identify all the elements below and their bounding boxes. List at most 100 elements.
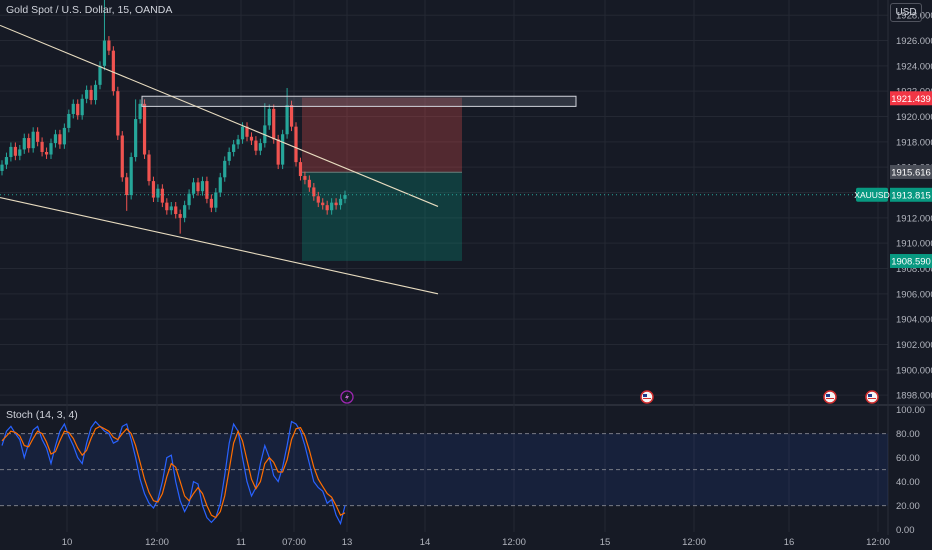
candle-body [281, 134, 285, 165]
price-tick-label: 1910.000 [896, 239, 932, 250]
candle-body [321, 202, 325, 206]
time-tick-label: 16 [784, 537, 795, 548]
candle-body [151, 181, 156, 198]
candle-body [58, 134, 62, 145]
time-tick-label: 11 [236, 537, 246, 548]
time-tick-label: 14 [420, 537, 431, 548]
price-tick-label: 1912.000 [896, 213, 932, 224]
flag-canton [643, 394, 647, 397]
candle-body [76, 103, 80, 116]
candle-body [303, 176, 307, 180]
candle-body [316, 196, 320, 203]
price-axis[interactable]: 1928.0001926.0001924.0001922.0001920.000… [854, 11, 932, 402]
candle-body [240, 126, 245, 140]
candle-body [71, 103, 75, 114]
candle-body [285, 105, 289, 135]
candle-body [338, 198, 343, 206]
stoch-d-line [1, 425, 346, 519]
price-tick-label: 1928.000 [896, 11, 932, 22]
price-tick-label: 1918.000 [896, 137, 932, 148]
candle-body [289, 105, 294, 127]
candle-body [214, 192, 218, 208]
price-tick-label: 1898.000 [896, 391, 932, 402]
candle-body [36, 131, 40, 142]
symbol-tag-label: XAUUSD [854, 190, 889, 200]
candle-body [267, 108, 271, 126]
candle-body [169, 206, 173, 211]
indicator-title[interactable]: Stoch (14, 3, 4) [6, 409, 78, 421]
time-axis[interactable]: 10 12:00 11 07:00 13 14 12:00 15 12:00 16 12:00 [62, 537, 890, 548]
stoch-k-line [1, 420, 346, 526]
candle-body [89, 89, 93, 101]
price-label-text: 1908.590 [891, 257, 931, 268]
candle-body [116, 91, 120, 136]
candle-body [111, 50, 115, 92]
candle-body [27, 138, 31, 149]
time-tick-label: 10 [62, 537, 73, 548]
take-profit-zone [302, 172, 462, 261]
time-tick-label: 07:00 [282, 537, 306, 548]
candle-body [312, 187, 316, 197]
chart-title: Gold Spot / U.S. Dollar, 15, OANDA [6, 4, 173, 16]
risk-reward-zones[interactable] [302, 97, 462, 261]
drawings[interactable] [0, 24, 888, 295]
candle-body [330, 202, 334, 211]
candle-body [245, 126, 249, 137]
currency-button[interactable]: USD [890, 3, 922, 22]
candle-body [160, 188, 164, 203]
time-tick-label: 15 [600, 537, 611, 548]
candle-body [227, 151, 231, 161]
time-tick-label: 12:00 [682, 537, 706, 548]
price-tick-label: 1926.000 [896, 36, 932, 47]
candle-body [272, 108, 276, 140]
candle-body [325, 205, 329, 211]
candle-body [294, 126, 298, 163]
candle-body [187, 193, 191, 206]
price-tick-label: 1924.000 [896, 61, 932, 72]
candle-body [142, 103, 147, 155]
stoch-tick-label: 100.00 [896, 405, 925, 416]
candle-body [205, 181, 209, 199]
candle-body [4, 157, 9, 165]
time-tick-label: 12:00 [145, 537, 169, 548]
stop-loss-zone [302, 97, 462, 173]
stoch-tick-label: 80.00 [896, 429, 920, 440]
candle-body [40, 141, 44, 152]
symbol-tag [856, 187, 888, 202]
price-label-text: 1913.815 [891, 190, 931, 201]
candle-body [125, 177, 129, 196]
price-label-text: 1915.616 [891, 167, 931, 178]
price-label [890, 164, 932, 179]
candle-body [254, 140, 258, 151]
event-markers[interactable] [340, 390, 879, 404]
price-label [890, 187, 932, 202]
lower-trendline [0, 197, 439, 295]
price-tick-label: 1920.000 [896, 112, 932, 123]
candle-body [22, 138, 26, 150]
grid [0, 0, 932, 535]
candle-body [102, 40, 107, 66]
time-tick-label: 12:00 [866, 537, 890, 548]
candle-body [0, 164, 4, 171]
lightning-glyph [345, 393, 349, 401]
candle-body [53, 134, 58, 144]
price-tick-label: 1908.000 [896, 264, 932, 275]
candle-body [138, 103, 142, 120]
price-label [890, 91, 932, 106]
candle-body [147, 154, 151, 182]
candle-body [209, 198, 213, 208]
stochastic-panel: 100.00 80.00 60.00 40.00 20.00 0.00 [0, 405, 925, 536]
candle-body [298, 162, 303, 177]
candle-body [174, 206, 178, 215]
candle-body [13, 146, 17, 156]
upper-trendline [0, 24, 439, 207]
price-tick-label: 1902.000 [896, 340, 932, 351]
candle-body [134, 119, 138, 158]
candle-body [120, 135, 124, 178]
time-tick-label: 13 [342, 537, 353, 548]
candlestick-series [0, 0, 347, 234]
price-tick-label: 1906.000 [896, 289, 932, 300]
candle-body [178, 214, 182, 218]
candle-body [334, 202, 338, 206]
